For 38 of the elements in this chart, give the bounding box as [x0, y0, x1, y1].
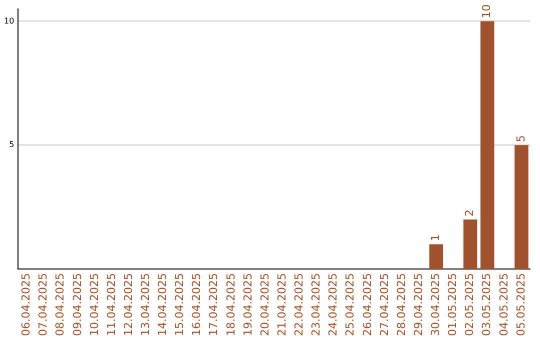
x-tick-label: 05.05.2025: [514, 273, 528, 336]
x-tick-label: 21.04.2025: [275, 273, 288, 336]
x-tick-label: 06.04.2025: [20, 273, 33, 336]
x-tick-label: 03.05.2025: [480, 273, 494, 336]
x-tick-label: 01.05.2025: [446, 273, 460, 336]
x-tick-label: 22.04.2025: [292, 273, 306, 336]
x-tick-label: 24.04.2025: [326, 273, 340, 336]
x-tick-label: 25.04.2025: [344, 273, 357, 336]
x-tick-label: 23.04.2025: [310, 273, 323, 336]
x-tick-label: 17.04.2025: [207, 273, 220, 336]
bar: [463, 219, 478, 270]
x-tick-label: 15.04.2025: [173, 273, 186, 336]
bar: [429, 244, 444, 270]
x-tick-label: 14.04.2025: [156, 273, 170, 336]
data-label: 10: [480, 4, 494, 18]
x-tick-label: 08.04.2025: [54, 273, 67, 336]
x-tick-label: 12.04.2025: [122, 273, 135, 336]
bar: [514, 145, 528, 270]
x-tick-label: 13.04.2025: [138, 273, 152, 336]
x-tick-label: 09.04.2025: [70, 273, 84, 336]
bar: [480, 21, 494, 270]
data-label: 5: [514, 135, 528, 142]
x-tick-label: 28.04.2025: [394, 273, 408, 336]
x-tick-label: 30.04.2025: [429, 273, 442, 336]
x-tick-label: 11.04.2025: [104, 273, 118, 336]
x-tick-label: 02.05.2025: [463, 273, 476, 336]
data-label: 1: [429, 234, 442, 242]
x-tick-label: 07.04.2025: [36, 273, 50, 336]
x-tick-label: 10.04.2025: [88, 273, 101, 336]
x-tick-label: 19.04.2025: [241, 273, 254, 336]
x-tick-label: 29.04.2025: [412, 273, 425, 336]
x-tick-label: 18.04.2025: [224, 273, 238, 336]
x-tick-label: 16.04.2025: [190, 273, 204, 336]
data-label: 2: [463, 209, 476, 216]
x-tick-label: 27.04.2025: [378, 273, 391, 336]
x-tick-label: 26.04.2025: [360, 273, 374, 336]
x-tick-label: 04.05.2025: [497, 273, 510, 336]
x-tick-label: 20.04.2025: [258, 273, 272, 336]
